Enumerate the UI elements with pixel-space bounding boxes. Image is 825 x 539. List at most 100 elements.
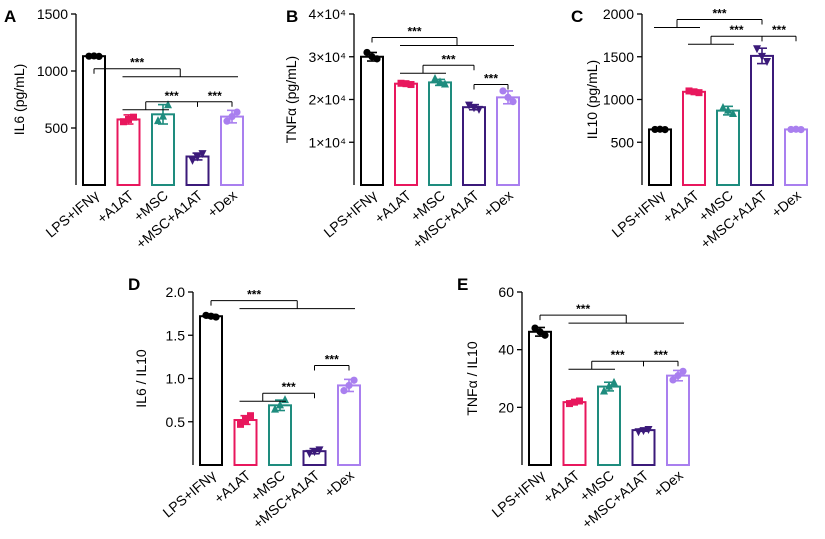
panel-label: C [571, 7, 583, 26]
data-point [634, 428, 643, 437]
bar [220, 115, 244, 186]
data-point [536, 328, 544, 336]
data-point [310, 448, 319, 457]
data-point [674, 372, 682, 380]
data-point [350, 376, 358, 384]
significance-bracket: *** [93, 56, 238, 78]
bar [496, 96, 520, 186]
category-label: +A1AT [659, 187, 702, 227]
significance-label: *** [165, 89, 179, 103]
y-axis-label: IL10 (pg/mL) [584, 60, 600, 139]
panel-label: A [4, 7, 16, 26]
data-point [724, 105, 732, 114]
data-point [605, 381, 613, 390]
y-tick-label: 40 [498, 342, 514, 358]
data-point [475, 105, 483, 114]
data-point [228, 113, 236, 121]
data-point [402, 80, 410, 88]
data-point [566, 400, 573, 408]
data-point [729, 109, 737, 118]
significance-label: *** [576, 302, 590, 316]
y-tick-label: 0.5 [166, 414, 186, 430]
significance-label: *** [208, 89, 222, 103]
data-point [669, 376, 677, 384]
data-point [571, 398, 578, 406]
y-tick-label: 1.0 [166, 371, 186, 387]
data-point [242, 416, 249, 424]
significance-bracket: *** [197, 89, 233, 107]
data-point [247, 412, 254, 420]
bar [682, 90, 706, 186]
significance-bracket: *** [643, 348, 679, 367]
bar [562, 401, 587, 467]
data-point [639, 427, 648, 436]
significance-bracket: *** [371, 25, 514, 47]
y-axis-label: IL6 / IL10 [133, 349, 149, 408]
y-tick-label: 1500 [603, 49, 634, 65]
category-label: +A1AT [211, 467, 254, 507]
bar [648, 128, 672, 187]
data-point [198, 150, 207, 159]
category-label: +Dex [204, 187, 240, 221]
y-tick-label: 1×10⁴ [308, 134, 346, 150]
data-point [340, 387, 348, 395]
data-point [120, 118, 127, 126]
bar [116, 118, 141, 186]
data-point [679, 367, 687, 375]
data-point [207, 312, 215, 320]
significance-label: *** [282, 380, 296, 394]
data-point [600, 386, 608, 395]
significance-label: *** [772, 23, 786, 37]
data-point [531, 324, 539, 332]
data-point [656, 125, 664, 133]
data-point [758, 52, 766, 61]
significance-label: *** [712, 7, 726, 21]
data-point [164, 100, 172, 109]
category-label: +Dex [768, 187, 804, 221]
data-point [441, 79, 449, 88]
y-tick-label: 20 [498, 399, 514, 415]
data-point [576, 397, 583, 405]
significance-label: *** [130, 56, 144, 70]
significance-bracket: *** [688, 23, 763, 45]
y-tick-label: 1000 [603, 92, 634, 108]
data-point [125, 115, 132, 123]
data-point [465, 101, 473, 110]
y-tick-label: 2.0 [166, 284, 186, 300]
data-point [363, 48, 371, 57]
significance-label: *** [325, 353, 339, 367]
significance-bracket: *** [761, 23, 797, 42]
bar [268, 404, 292, 467]
significance-bracket: *** [122, 89, 198, 111]
data-point [431, 73, 439, 82]
significance-bracket: *** [400, 52, 475, 74]
data-point [436, 77, 444, 86]
y-tick-label: 3×10⁴ [308, 49, 346, 65]
data-point [90, 52, 98, 60]
bar [337, 384, 361, 467]
significance-label: *** [484, 72, 498, 86]
significance-label: *** [441, 52, 455, 66]
significance-label: *** [611, 348, 625, 362]
significance-bracket: *** [210, 288, 355, 310]
bar [631, 429, 656, 466]
data-point [237, 420, 244, 428]
data-point [159, 111, 167, 120]
significance-bracket: *** [654, 7, 763, 29]
y-tick-label: 500 [45, 120, 69, 136]
data-point [271, 404, 279, 413]
data-point [407, 81, 415, 89]
y-axis-label: TNFα (pg/mL) [283, 56, 299, 143]
significance-label: *** [407, 25, 421, 39]
significance-bracket: *** [473, 72, 509, 90]
bar [394, 82, 418, 186]
data-point [223, 117, 231, 125]
bar [428, 81, 452, 186]
y-tick-label: 4×10⁴ [308, 6, 346, 22]
